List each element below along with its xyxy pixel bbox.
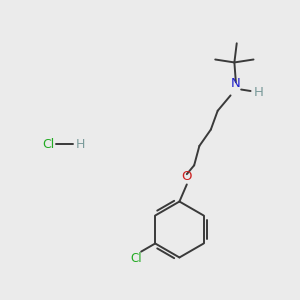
Text: Cl: Cl [130,252,142,265]
Text: H: H [76,138,85,151]
Text: N: N [231,76,241,89]
Text: H: H [254,86,263,99]
Text: O: O [182,170,192,183]
Text: Cl: Cl [42,138,54,151]
